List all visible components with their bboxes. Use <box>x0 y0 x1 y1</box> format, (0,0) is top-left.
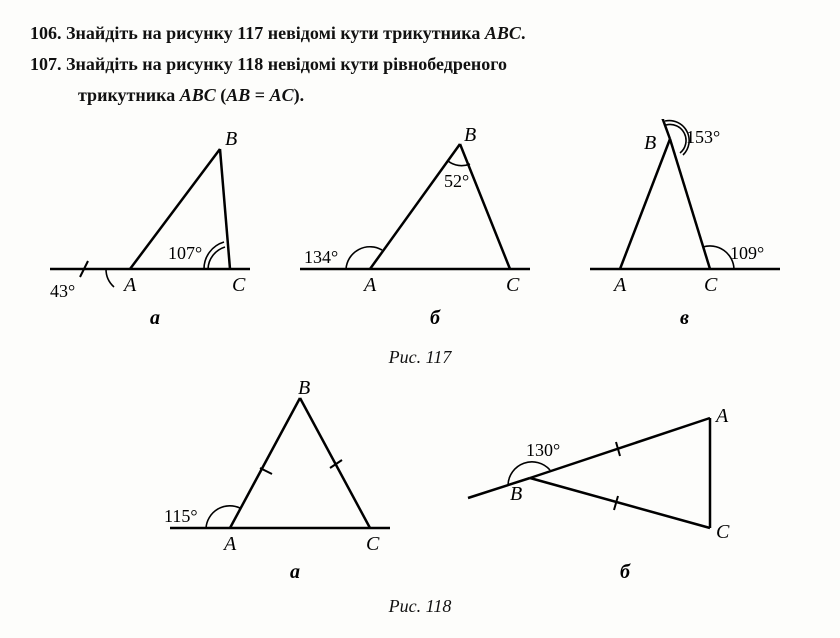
vertex-C: C <box>704 274 718 296</box>
vertex-C: C <box>366 533 380 555</box>
vertex-B: B <box>644 132 656 154</box>
problem-107: 107. Знайдіть на рисунку 118 невідомі ку… <box>30 51 810 78</box>
angle-115: 115° <box>164 506 198 526</box>
problem-number: 106. <box>30 23 62 43</box>
figure-117-svg: B A C 43° 107° а B A C 134° 52° б <box>30 119 810 349</box>
angle-130: 130° <box>526 440 560 460</box>
angle-52: 52° <box>444 171 469 191</box>
vertex-C: C <box>716 521 730 543</box>
figure-117-caption: Рис. 117 <box>30 347 810 368</box>
vertex-B: B <box>510 483 522 505</box>
vertex-A: A <box>612 274 627 296</box>
figure-117: B A C 43° 107° а B A C 134° 52° б <box>30 119 810 368</box>
vertex-C: C <box>506 274 520 296</box>
angle-153: 153° <box>686 127 720 147</box>
sublabel-a: а <box>290 561 300 583</box>
vertex-A: A <box>362 274 377 296</box>
vertex-A: A <box>122 274 137 296</box>
fig118-b: A B C 130° б <box>468 405 730 583</box>
fig117-b: B A C 134° 52° б <box>300 124 530 329</box>
figure-118-svg: B A C 115° а A B C 130° б <box>30 378 810 598</box>
sublabel-b: б <box>430 307 441 329</box>
vertex-B: B <box>298 378 310 399</box>
vertex-B: B <box>464 124 476 146</box>
sublabel-a: а <box>150 307 160 329</box>
sublabel-c: в <box>680 307 689 329</box>
figure-118: B A C 115° а A B C 130° б Рис. 118 <box>30 378 810 617</box>
fig117-c: B A C 153° 109° в <box>590 119 780 329</box>
vertex-A: A <box>222 533 237 555</box>
problem-text-line1: Знайдіть на рисунку 118 невідомі кути рі… <box>66 54 507 74</box>
figure-118-caption: Рис. 118 <box>30 596 810 617</box>
angle-43: 43° <box>50 281 75 301</box>
problem-text: Знайдіть на рисунку 117 невідомі кути тр… <box>66 23 525 43</box>
angle-134: 134° <box>304 247 338 267</box>
angle-109: 109° <box>730 243 764 263</box>
problem-107-line2: трикутника ABC (AB = AC). <box>30 82 810 109</box>
problem-106: 106. Знайдіть на рисунку 117 невідомі ку… <box>30 20 810 47</box>
sublabel-b: б <box>620 561 631 583</box>
angle-107: 107° <box>168 243 202 263</box>
vertex-A: A <box>714 405 729 427</box>
fig118-a: B A C 115° а <box>164 378 390 583</box>
fig117-a: B A C 43° 107° а <box>50 128 250 329</box>
problem-number: 107. <box>30 54 62 74</box>
vertex-C: C <box>232 274 246 296</box>
vertex-B: B <box>225 128 237 150</box>
